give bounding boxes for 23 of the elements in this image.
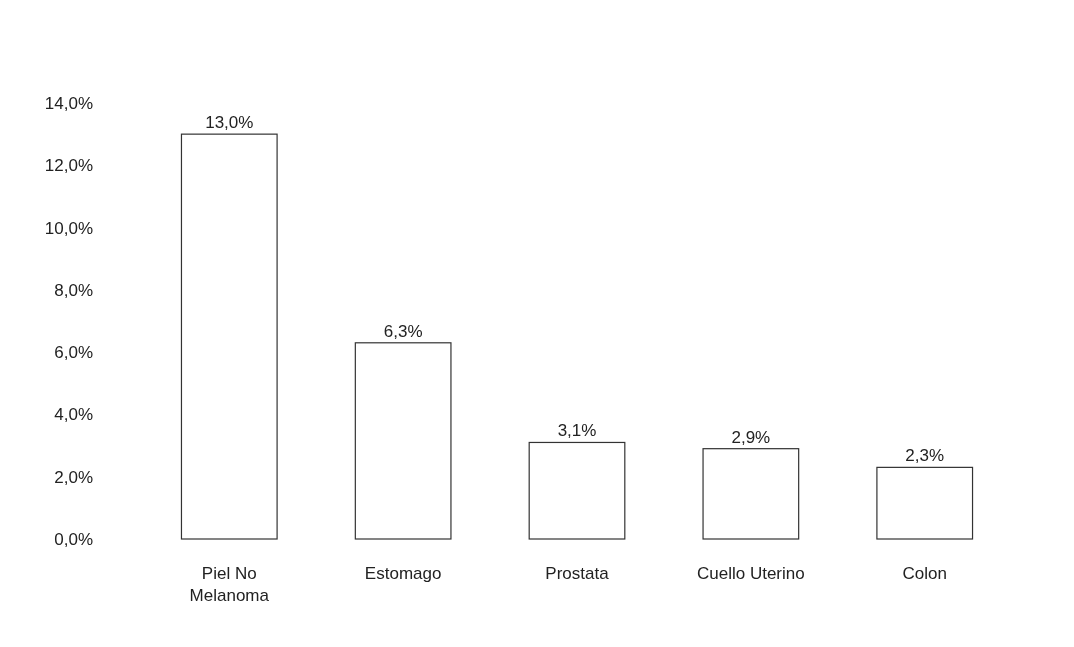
data-label: 2,9% — [731, 427, 771, 447]
x-tick-label: Cuello Uterino — [696, 564, 805, 583]
bar — [702, 448, 800, 540]
bar — [180, 133, 278, 540]
y-tick-label: 6,0% — [54, 343, 93, 363]
x-tick-label: Estomago — [364, 564, 442, 583]
y-tick-label: 10,0% — [44, 218, 93, 238]
bar — [876, 466, 974, 540]
data-label: 3,1% — [557, 421, 597, 441]
y-tick-label: 0,0% — [54, 529, 93, 549]
data-label: 6,3% — [383, 321, 423, 341]
y-tick-label: 4,0% — [54, 405, 93, 425]
bar — [354, 342, 452, 540]
bar — [528, 441, 626, 540]
y-tick-label: 14,0% — [44, 93, 93, 113]
y-tick-label: 8,0% — [54, 280, 93, 300]
x-tick-label: Colon — [902, 564, 947, 583]
x-tick-label: Piel No Melanoma — [189, 564, 270, 605]
data-label: 2,3% — [905, 446, 945, 466]
y-tick-label: 2,0% — [54, 467, 93, 487]
data-label: 13,0% — [205, 113, 254, 133]
x-tick-label: Prostata — [545, 564, 610, 583]
y-tick-label: 12,0% — [44, 156, 93, 176]
